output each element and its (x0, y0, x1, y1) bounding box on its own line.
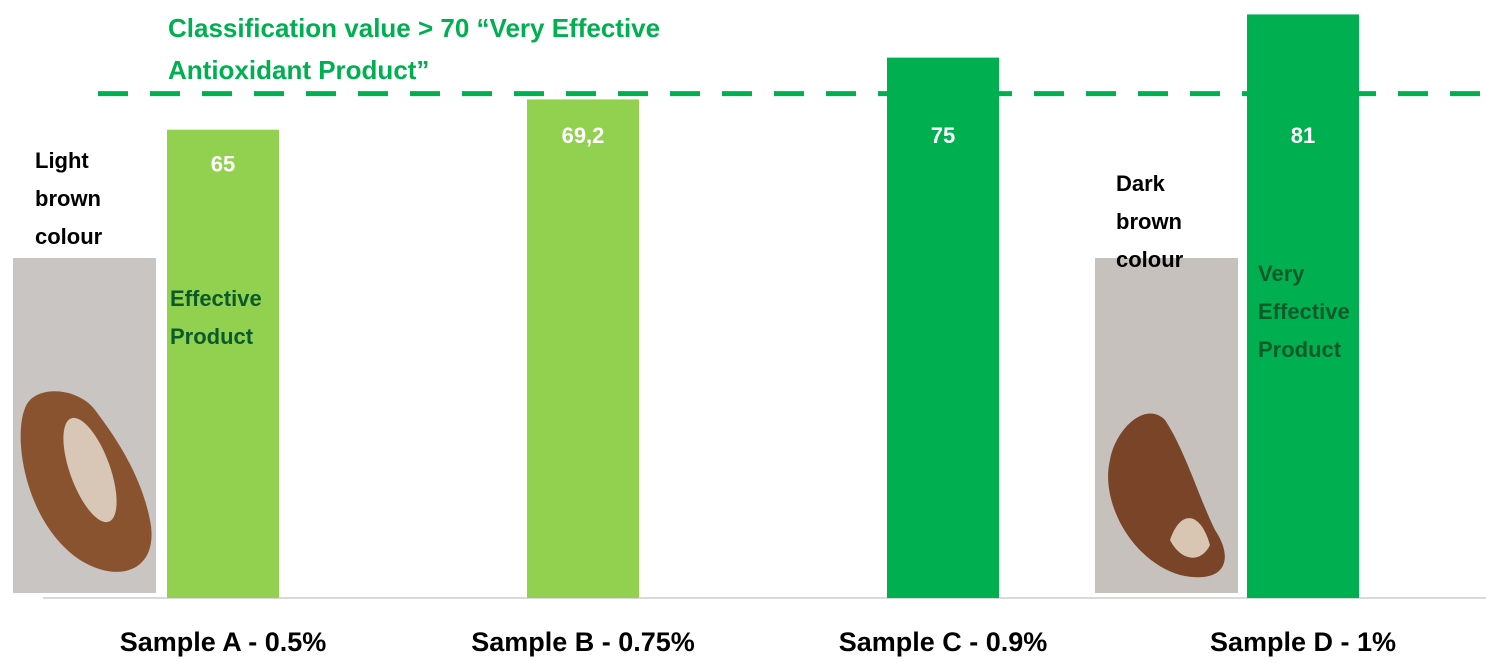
annotation: brown (1116, 209, 1182, 234)
value-label: 75 (931, 123, 955, 148)
value-label: 65 (211, 151, 235, 176)
threshold-label: Antioxidant Product” (168, 55, 429, 85)
bar (167, 130, 279, 598)
annotation: Light (35, 148, 89, 173)
x-tick-label: Sample D - 1% (1210, 627, 1396, 657)
bar (527, 99, 639, 598)
annotation: colour (35, 224, 103, 249)
annotation: brown (35, 186, 101, 211)
annotation: Product (1258, 337, 1342, 362)
threshold-label: Classification value > 70 “Very Effectiv… (168, 13, 660, 43)
chart: 65 Sample A - 0.5% 69,2 Sample B - 0.75% 75 S… (0, 0, 1486, 664)
annotation: colour (1116, 247, 1184, 272)
annotation: Product (170, 324, 254, 349)
annotation: Dark (1116, 171, 1166, 196)
x-tick-label: Sample B - 0.75% (471, 627, 695, 657)
value-label: 81 (1291, 123, 1315, 148)
x-tick-label: Sample A - 0.5% (120, 627, 327, 657)
value-label: 69,2 (562, 123, 605, 148)
photo-dark (1095, 258, 1238, 593)
x-tick-label: Sample C - 0.9% (839, 627, 1048, 657)
annotation: Very (1258, 261, 1305, 286)
photo-light (13, 258, 156, 593)
annotation: Effective (1258, 299, 1350, 324)
annotation: Effective (170, 286, 262, 311)
